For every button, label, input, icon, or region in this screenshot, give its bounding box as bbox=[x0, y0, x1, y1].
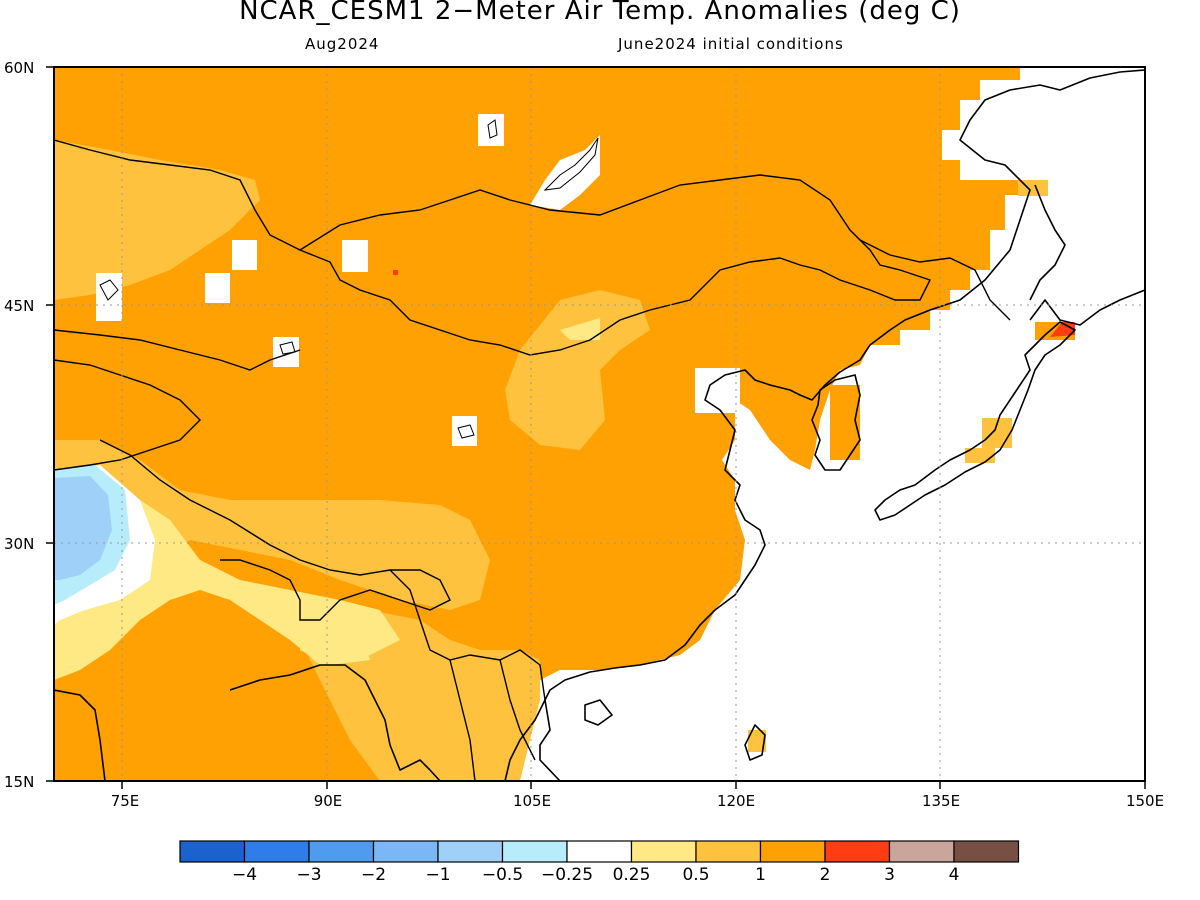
colorbar-swatch bbox=[437, 840, 504, 863]
colorbar-swatch bbox=[566, 840, 633, 863]
bay-of-bengal-coastline bbox=[229, 664, 441, 781]
lake-qinghai bbox=[457, 424, 475, 439]
gobi-pale bbox=[560, 318, 600, 340]
colorbar-tick-label: 1 bbox=[755, 865, 766, 885]
japan-coastline bbox=[874, 321, 1076, 521]
lat-label-60n: 60N bbox=[4, 59, 35, 77]
colorbar-swatch bbox=[953, 840, 1020, 863]
lat-label-15n: 15N bbox=[4, 773, 35, 791]
colorbar-tick-label: −1 bbox=[425, 865, 451, 885]
colorbar-tick-label: −4 bbox=[231, 865, 258, 885]
coastlines bbox=[54, 69, 1145, 781]
taiwan-coastline bbox=[744, 724, 766, 761]
lon-label-75e: 75E bbox=[110, 792, 140, 810]
colorbar-swatch bbox=[888, 840, 955, 863]
colorbar-swatch bbox=[824, 840, 891, 863]
gobi-light bbox=[505, 290, 650, 450]
mongolia-strong-warm-dot bbox=[393, 270, 398, 275]
pakistan-cooler-anomaly bbox=[54, 476, 112, 580]
colorbar-tick-label: 0.5 bbox=[682, 865, 710, 885]
colorbar-swatch bbox=[243, 840, 310, 863]
lon-label-120e: 120E bbox=[716, 792, 756, 810]
south-asia-coastline bbox=[54, 689, 106, 781]
colorbar-tick-label: 4 bbox=[948, 865, 960, 885]
initial-conditions-label: June2024 initial conditions bbox=[618, 35, 844, 53]
lon-label-150e: 150E bbox=[1125, 792, 1165, 810]
masked-cell bbox=[452, 416, 477, 446]
hainan-coastline bbox=[584, 699, 613, 726]
masked-cell bbox=[478, 114, 504, 146]
lat-label-45n: 45N bbox=[4, 297, 35, 315]
lake-issyk-kul bbox=[279, 341, 296, 355]
colorbar-tick-label: −2 bbox=[360, 865, 387, 885]
masked-cell bbox=[695, 368, 740, 413]
masked-cell bbox=[342, 240, 368, 272]
inland-lakes bbox=[99, 119, 599, 439]
anomaly-field bbox=[54, 67, 1075, 781]
lon-label-135e: 135E bbox=[921, 792, 961, 810]
colorbar-swatch bbox=[630, 840, 697, 863]
country-borders bbox=[54, 139, 1011, 781]
central-asia-borders bbox=[54, 139, 301, 471]
masked-cell bbox=[205, 273, 230, 303]
colorbar-swatch bbox=[372, 840, 439, 863]
colorbar-swatch bbox=[308, 840, 375, 863]
lake-khovsgol bbox=[487, 119, 498, 139]
colorbar bbox=[179, 840, 1020, 863]
map-frame bbox=[53, 66, 1146, 782]
lat-label-30n: 30N bbox=[4, 535, 35, 553]
colorbar-tick-label: 0.25 bbox=[612, 865, 651, 885]
hokkaido-strong-warm bbox=[1050, 322, 1075, 337]
south-asia-borders bbox=[99, 439, 546, 781]
south-asia-light bbox=[54, 440, 490, 670]
sakhalin-warm-patch bbox=[1018, 180, 1048, 196]
east-asia-coastline bbox=[539, 69, 1145, 781]
gridlines bbox=[54, 67, 1145, 781]
colorbar-tick-label: 3 bbox=[884, 865, 895, 885]
taiwan-warm-patch bbox=[748, 730, 766, 752]
mongolia-border bbox=[298, 174, 931, 356]
colorbar-swatch bbox=[695, 840, 762, 863]
indochina-coastline bbox=[504, 699, 546, 781]
map-title: NCAR_CESM1 2−Meter Air Temp. Anomalies (… bbox=[239, 0, 961, 26]
axis-ticks bbox=[46, 66, 1146, 789]
valid-month-label: Aug2024 bbox=[305, 35, 380, 53]
hokkaido-coastline bbox=[1029, 289, 1145, 326]
colorbar-tick-label: −0.25 bbox=[540, 865, 594, 885]
lon-label-105e: 105E bbox=[512, 792, 552, 810]
colorbar-tick-label: −3 bbox=[296, 865, 322, 885]
russia-china-border bbox=[859, 239, 1011, 321]
colorbar-tick-label: −0.5 bbox=[481, 865, 524, 885]
korea-coastline bbox=[811, 374, 861, 471]
masked-baikal bbox=[530, 135, 600, 210]
lake-baikal bbox=[543, 137, 599, 191]
bangladesh-pale bbox=[300, 620, 370, 665]
colorbar-swatch bbox=[759, 840, 826, 863]
colorbar-swatch bbox=[501, 840, 568, 863]
colorbar-tick-label: 2 bbox=[819, 865, 831, 885]
sakhalin-coastline bbox=[1029, 184, 1066, 301]
lake-balkhash bbox=[99, 279, 119, 301]
colorbar-swatch bbox=[179, 840, 246, 863]
lon-label-90e: 90E bbox=[313, 792, 343, 810]
kazakh-steppe-light bbox=[54, 140, 260, 300]
masked-cell bbox=[232, 240, 257, 270]
